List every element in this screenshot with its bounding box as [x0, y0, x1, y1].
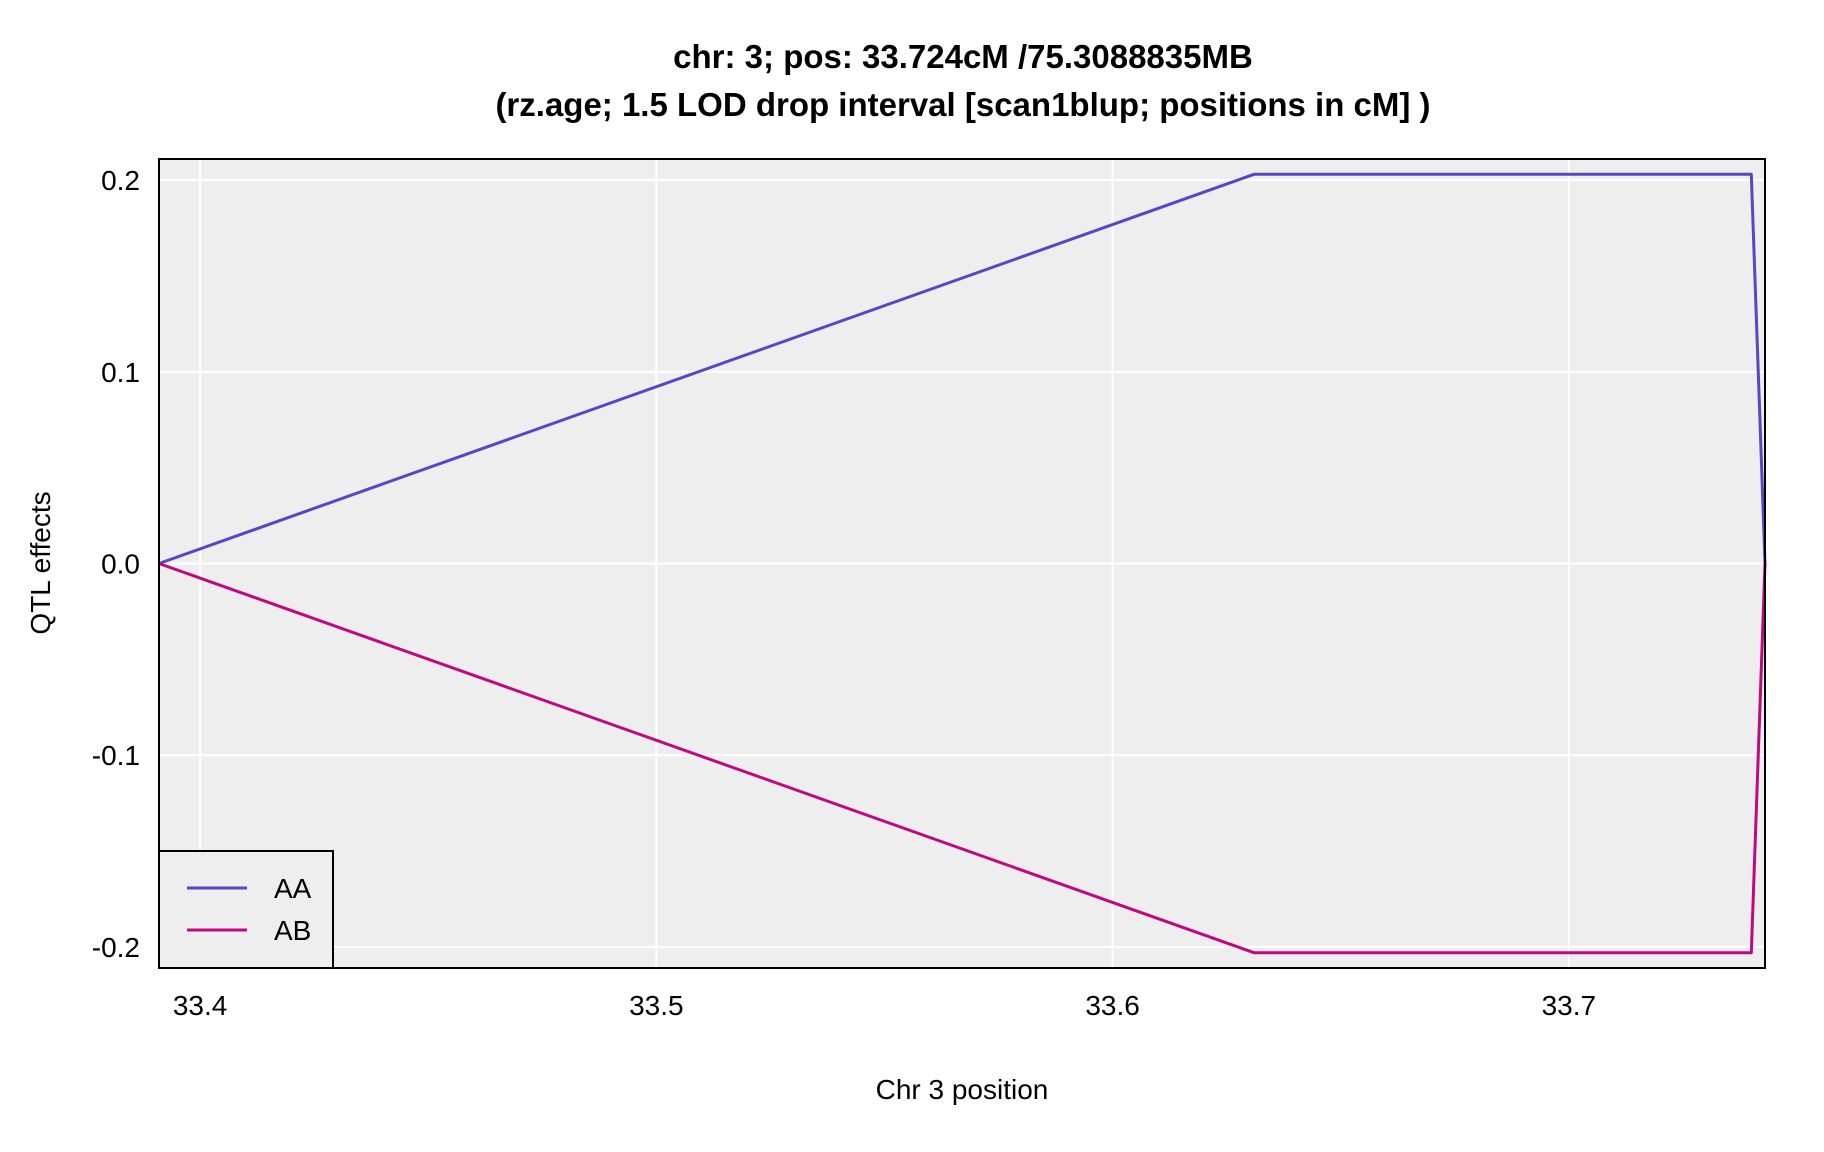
x-tick-label-1: 33.5 — [629, 990, 684, 1021]
series-lines — [158, 172, 1767, 955]
legend-items: AA AB — [187, 873, 312, 946]
legend: AA AB — [158, 850, 334, 969]
y-axis-label: QTL effects — [25, 491, 56, 634]
legend-label-aa: AA — [274, 873, 312, 904]
legend-box — [158, 850, 334, 969]
y-tick-label-2: 0.0 — [101, 549, 140, 580]
x-axis-ticks: 33.4 33.5 33.6 33.7 — [173, 990, 1596, 1021]
x-tick-label-0: 33.4 — [173, 990, 228, 1021]
x-tick-label-2: 33.6 — [1085, 990, 1140, 1021]
plot-frame — [158, 158, 1766, 969]
series-line-aa — [158, 172, 1767, 565]
y-tick-label-4: 0.2 — [101, 165, 140, 196]
chart-subtitle: (rz.age; 1.5 LOD drop interval [scan1blu… — [495, 86, 1430, 123]
y-tick-label-0: -0.2 — [92, 932, 140, 963]
y-tick-label-3: 0.1 — [101, 357, 140, 388]
y-axis-ticks: -0.2 -0.1 0.0 0.1 0.2 — [92, 165, 140, 963]
legend-label-ab: AB — [274, 915, 311, 946]
x-tick-label-3: 33.7 — [1542, 990, 1597, 1021]
x-axis-label: Chr 3 position — [876, 1074, 1049, 1105]
grid-lines — [159, 159, 1765, 968]
chart-title: chr: 3; pos: 33.724cM /75.3088835MB — [673, 38, 1253, 75]
series-line-ab — [158, 562, 1767, 955]
y-tick-label-1: -0.1 — [92, 740, 140, 771]
